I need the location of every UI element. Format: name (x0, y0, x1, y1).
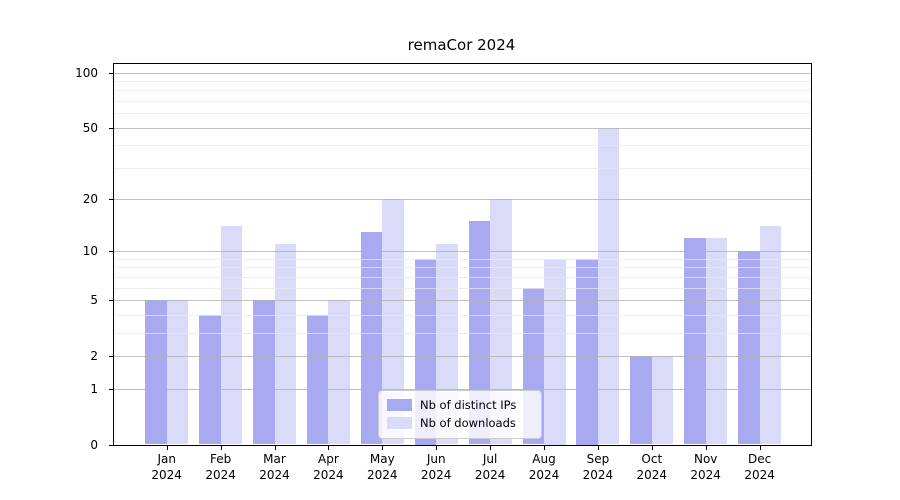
x-tick-apr (328, 444, 330, 450)
grid-layer (114, 64, 811, 445)
legend-swatch-downloads (387, 417, 412, 429)
x-tick-label-jul: Jul 2024 (474, 452, 506, 482)
gridline-minor-4 (114, 314, 811, 316)
bar-downloads-apr (328, 300, 350, 445)
x-tick-label-oct: Oct 2024 (636, 452, 668, 482)
legend-label-distinct-ips: Nb of distinct IPs (420, 398, 517, 412)
x-tick-dec (759, 444, 761, 450)
bar-downloads-oct (651, 355, 674, 445)
legend-swatch-distinct-ips (387, 399, 412, 411)
bar-downloads-may (382, 199, 404, 445)
x-tick-label-dec: Dec 2024 (744, 452, 775, 482)
gridline-major-10 (114, 251, 811, 253)
bar-distinct-ips-apr (306, 314, 329, 445)
gridline-minor-9 (114, 259, 811, 260)
gridline-minor-30 (114, 167, 811, 169)
x-tick-sep (597, 444, 599, 450)
y-tick-label-2: 2 (90, 348, 98, 363)
x-tick-jun (436, 444, 438, 450)
y-tick-1 (109, 388, 114, 390)
x-tick-label-jun: Jun 2024 (420, 452, 452, 482)
x-tick-nov (705, 444, 707, 450)
x-tick-may (382, 444, 384, 450)
bar-distinct-ips-feb (199, 314, 221, 445)
axis-layer: Jan 2024 Feb 2024 Mar 2024 Apr 2024 May 2024 Jun 20… (75, 64, 811, 482)
x-tick-label-may: May 2024 (367, 452, 398, 482)
gridline-major-20 (114, 199, 811, 201)
x-tick-label-nov: Nov 2024 (690, 452, 721, 482)
legend-label-downloads: Nb of downloads (420, 416, 516, 430)
y-tick-label-0: 0 (90, 437, 98, 452)
bar-downloads-aug (544, 259, 566, 445)
gridline-major-5 (114, 300, 811, 302)
chart-title: remaCor 2024 (407, 36, 516, 54)
legend-item-downloads: Nb of downloads (387, 414, 533, 432)
gridline-minor-6 (114, 287, 811, 289)
y-tick-label-100: 100 (75, 65, 98, 80)
legend-item-distinct-ips: Nb of distinct IPs (387, 396, 533, 414)
gridline-minor-60 (114, 113, 811, 115)
y-tick-20 (109, 199, 114, 201)
gridline-minor-90 (114, 81, 811, 83)
gridline-minor-40 (114, 145, 811, 147)
plot-area: Jan 2024 Feb 2024 Mar 2024 Apr 2024 May 2024 Jun 20… (75, 63, 812, 482)
y-tick-label-1: 1 (90, 381, 98, 396)
gridline-major-100 (114, 72, 811, 74)
x-tick-label-feb: Feb 2024 (205, 452, 236, 482)
bar-distinct-ips-jul (468, 221, 491, 445)
bars-layer (114, 64, 811, 445)
x-tick-aug (544, 444, 545, 450)
x-tick-oct (651, 444, 653, 450)
gridline-minor-70 (114, 101, 811, 103)
gridline-major-2 (114, 355, 811, 357)
gridline-minor-80 (114, 90, 811, 92)
x-tick-jan (166, 444, 168, 450)
x-tick-label-sep: Sep 2024 (582, 452, 614, 482)
x-tick-label-apr: Apr 2024 (313, 452, 344, 482)
bar-downloads-jul (490, 199, 512, 445)
gridline-minor-3 (114, 332, 811, 334)
x-tick-label-aug: Aug 2024 (528, 452, 560, 482)
gridline-minor-7 (114, 276, 811, 278)
bar-downloads-feb (220, 226, 243, 445)
x-tick-label-jan: Jan 2024 (151, 452, 182, 482)
bar-downloads-dec (759, 226, 782, 445)
x-tick-mar (274, 444, 276, 450)
gridline-major-50 (114, 127, 811, 129)
bar-distinct-ips-oct (630, 355, 652, 445)
y-tick-label-50: 50 (82, 120, 98, 135)
legend: Nb of distinct IPs Nb of downloads (378, 390, 542, 439)
gridline-minor-8 (114, 267, 811, 269)
gridline-major-1 (114, 388, 811, 390)
bar-downloads-sep (597, 127, 620, 445)
bar-distinct-ips-mar (253, 300, 275, 445)
bar-distinct-ips-sep (576, 259, 598, 445)
y-tick-10 (109, 251, 114, 253)
bar-downloads-nov (705, 237, 728, 445)
bar-distinct-ips-dec (738, 251, 760, 445)
bar-distinct-ips-may (360, 231, 383, 445)
y-tick-label-20: 20 (82, 192, 98, 207)
bar-downloads-mar (274, 244, 296, 445)
x-tick-label-mar: Mar 2024 (259, 452, 290, 482)
y-tick-100 (109, 72, 114, 74)
bar-downloads-jan (166, 300, 189, 445)
y-tick-label-5: 5 (90, 293, 98, 308)
bar-distinct-ips-nov (684, 237, 706, 445)
x-tick-feb (220, 444, 222, 450)
y-tick-50 (109, 127, 114, 129)
y-tick-2 (109, 355, 114, 357)
x-tick-jul (490, 444, 492, 450)
y-tick-label-10: 10 (82, 244, 98, 259)
bar-distinct-ips-jan (145, 300, 167, 445)
y-tick-5 (109, 300, 114, 302)
y-tick-0 (109, 444, 114, 446)
